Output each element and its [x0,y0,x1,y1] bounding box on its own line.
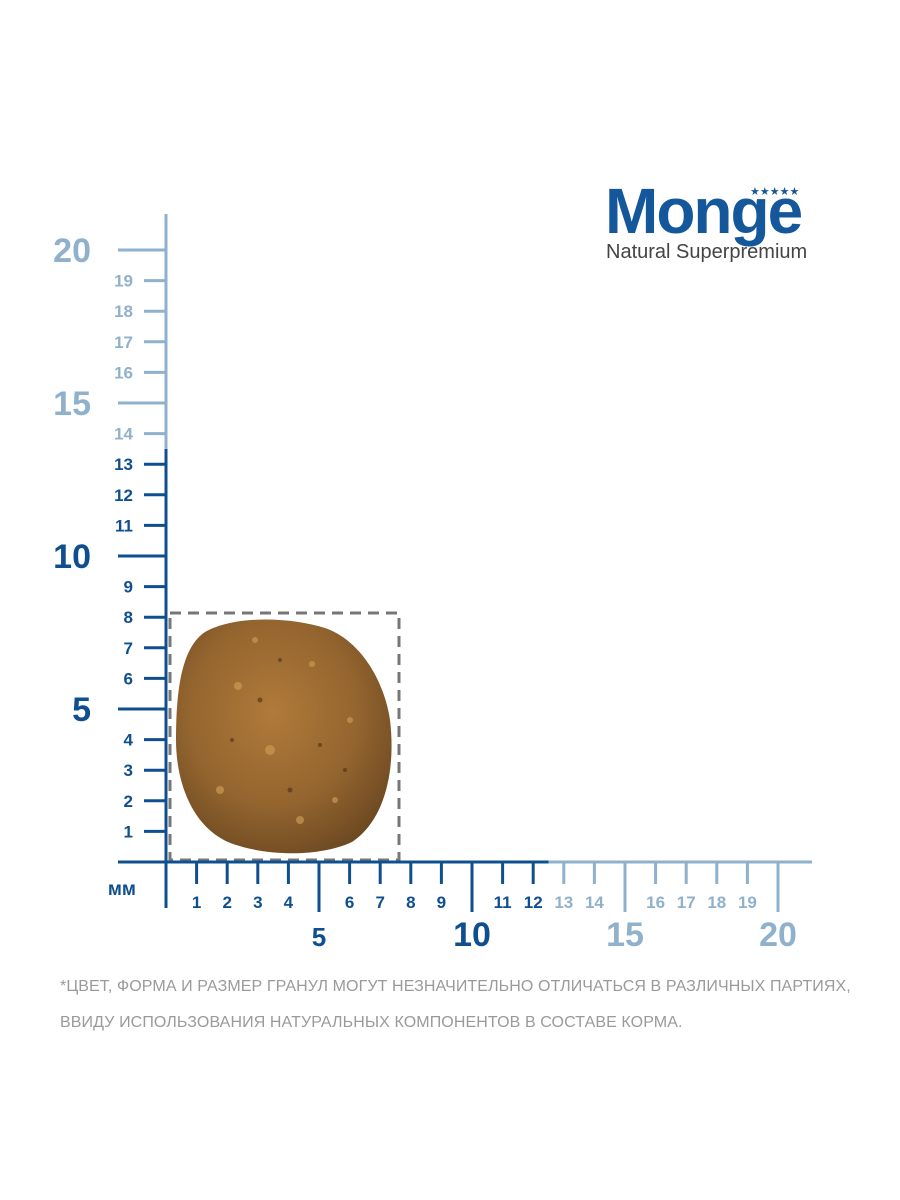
disclaimer-line-2: ВВИДУ ИСПОЛЬЗОВАНИЯ НАТУРАЛЬНЫХ КОМПОНЕН… [60,1014,683,1031]
unit-label: мм [108,879,136,900]
svg-text:★★★★★: ★★★★★ [750,185,799,198]
x-minor-label: 17 [677,893,696,912]
x-minor-label: 14 [585,893,604,912]
disclaimer-line-1: *ЦВЕТ, ФОРМА И РАЗМЕР ГРАНУЛ МОГУТ НЕЗНА… [60,978,851,995]
y-minor-label: 11 [115,516,133,535]
x-major-label: 20 [759,916,797,954]
brand-name: Monge [605,175,802,247]
y-major-label: 5 [72,691,91,729]
y-minor-label: 17 [114,333,133,352]
y-minor-label: 2 [124,792,133,811]
x-minor-label: 11 [494,893,512,912]
y-minor-label: 4 [124,731,134,750]
x-minor-label: 12 [524,893,543,912]
brand-tagline: Natural Superpremium [606,241,807,263]
x-major-label: 15 [606,916,644,954]
y-major-label: 10 [53,538,91,576]
x-minor-label: 8 [406,893,415,912]
x-minor-label: 2 [222,893,231,912]
x-major-label: 10 [453,916,491,954]
y-minor-label: 13 [114,455,133,474]
brand-logo: Monge ★★★★★ Natural Superpremium [605,175,807,263]
x-minor-label: 9 [437,893,446,912]
y-minor-label: 3 [124,761,133,780]
brand-stars-icon: ★★★★★ [750,185,799,198]
y-minor-label: 16 [114,363,133,382]
x-minor-label: 3 [253,893,262,912]
y-minor-label: 14 [114,425,133,444]
x-minor-label: 6 [345,893,354,912]
y-minor-label: 6 [124,669,133,688]
x-minor-label: 13 [554,893,573,912]
y-minor-label: 8 [124,608,133,627]
y-minor-label: 19 [114,272,133,291]
y-minor-label: 7 [124,639,133,658]
x-minor-label: 1 [192,893,201,912]
x-minor-label: 7 [375,893,384,912]
x-minor-label: 4 [284,893,294,912]
y-major-label: 20 [53,232,91,270]
y-major-label: 15 [53,385,91,423]
x-minor-label: 19 [738,893,757,912]
x-major-label: 5 [312,922,326,952]
y-minor-label: 12 [114,486,133,505]
y-minor-label: 1 [124,822,133,841]
kibble-image [176,619,392,854]
kibble-bounding-box [168,611,401,862]
y-minor-label: 9 [124,578,133,597]
x-minor-label: 16 [646,893,665,912]
x-minor-label: 18 [707,893,726,912]
y-minor-label: 18 [114,302,133,321]
